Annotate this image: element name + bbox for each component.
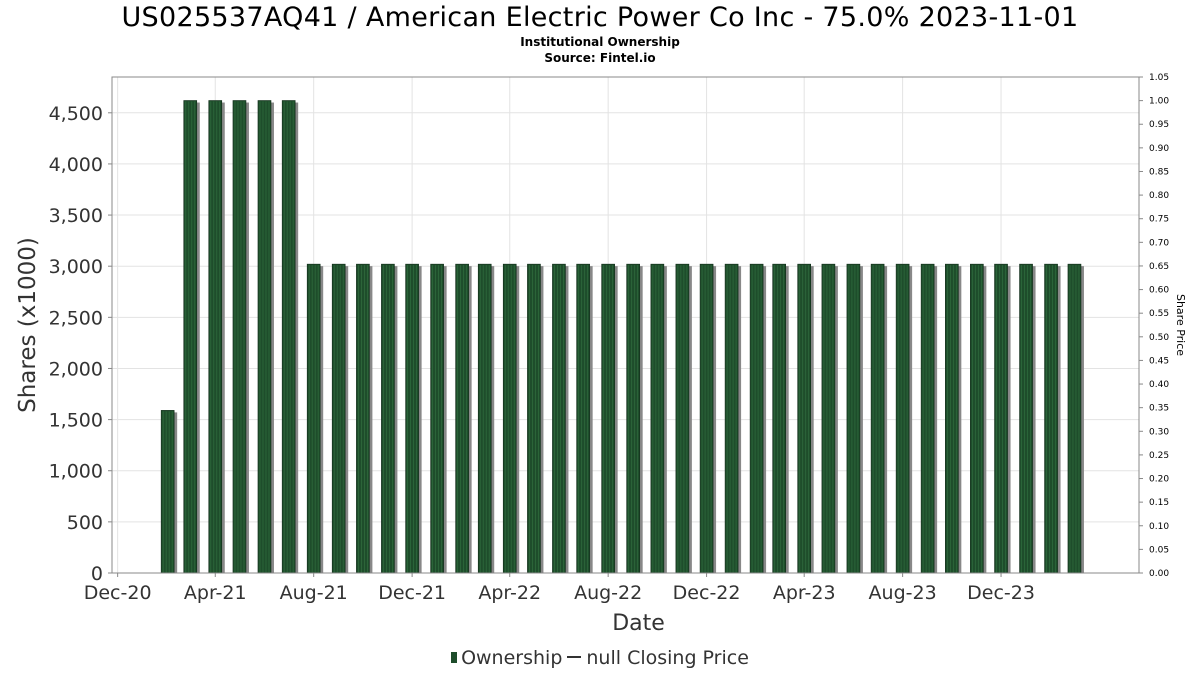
y2-tick-label: 0.75 <box>1149 215 1169 225</box>
y2-tick-label: 0.10 <box>1149 522 1169 532</box>
ownership-legend-label: Ownership <box>461 647 563 669</box>
y-tick-label: 0 <box>91 563 103 585</box>
y2-tick-label: 0.80 <box>1149 191 1169 201</box>
y2-tick-label: 0.25 <box>1149 451 1169 461</box>
y-tick-label: 4,500 <box>49 103 103 125</box>
y-tick-label: 4,000 <box>49 154 103 176</box>
x-tick-label: Aug-23 <box>869 582 937 604</box>
y2-tick-label: 0.90 <box>1149 144 1169 154</box>
y-tick-label: 1,000 <box>49 461 103 483</box>
y2-tick-label: 1.05 <box>1149 73 1169 83</box>
x-tick-label: Dec-22 <box>673 582 741 604</box>
y-tick-label: 2,500 <box>49 307 103 329</box>
chart-subtitle: Institutional Ownership <box>520 35 680 49</box>
y2-tick-label: 0.60 <box>1149 286 1169 296</box>
y-tick-label: 3,000 <box>49 256 103 278</box>
closing-price-legend-line <box>567 656 582 658</box>
y-tick-label: 1,500 <box>49 410 103 432</box>
y2-tick-label: 0.15 <box>1149 498 1169 508</box>
y2-tick-label: 0.65 <box>1149 262 1169 272</box>
chart-title: US025537AQ41 / American Electric Power C… <box>121 2 1079 33</box>
ownership-legend-swatch <box>451 652 458 663</box>
y2-tick-label: 0.50 <box>1149 333 1169 343</box>
y2-tick-label: 0.40 <box>1149 380 1169 390</box>
x-tick-label: Aug-22 <box>574 582 642 604</box>
x-tick-label: Apr-21 <box>184 582 247 604</box>
y2-tick-label: 0.05 <box>1149 545 1169 555</box>
y2-tick-label: 0.95 <box>1149 120 1169 130</box>
chart-source: Source: Fintel.io <box>544 51 656 65</box>
y2-tick-label: 0.20 <box>1149 475 1169 485</box>
x-tick-label: Dec-21 <box>378 582 446 604</box>
y-tick-label: 500 <box>67 512 103 534</box>
x-tick-label: Dec-20 <box>84 582 152 604</box>
chart-legend: Ownership null Closing Price <box>0 647 1200 669</box>
y2-tick-label: 0.55 <box>1149 309 1169 319</box>
y2-tick-label: 1.00 <box>1149 97 1169 107</box>
x-tick-label: Aug-21 <box>280 582 348 604</box>
y2-tick-label: 0.70 <box>1149 238 1169 248</box>
y2-axis-label: Share Price <box>1174 294 1187 356</box>
y2-tick-label: 0.35 <box>1149 404 1169 414</box>
y-tick-label: 2,000 <box>49 358 103 380</box>
x-tick-label: Apr-22 <box>478 582 541 604</box>
plot-border <box>111 76 1140 574</box>
y-axis-label: Shares (x1000) <box>15 237 41 413</box>
y2-tick-label: 0.85 <box>1149 167 1169 177</box>
closing-price-legend-label: null Closing Price <box>586 647 749 669</box>
y2-tick-label: 0.45 <box>1149 356 1169 366</box>
y2-tick-label: 0.30 <box>1149 427 1169 437</box>
x-axis-label: Date <box>612 611 665 636</box>
y-tick-label: 3,500 <box>49 205 103 227</box>
x-tick-label: Apr-23 <box>773 582 836 604</box>
y2-tick-label: 0.00 <box>1149 569 1169 579</box>
x-tick-label: Dec-23 <box>967 582 1035 604</box>
